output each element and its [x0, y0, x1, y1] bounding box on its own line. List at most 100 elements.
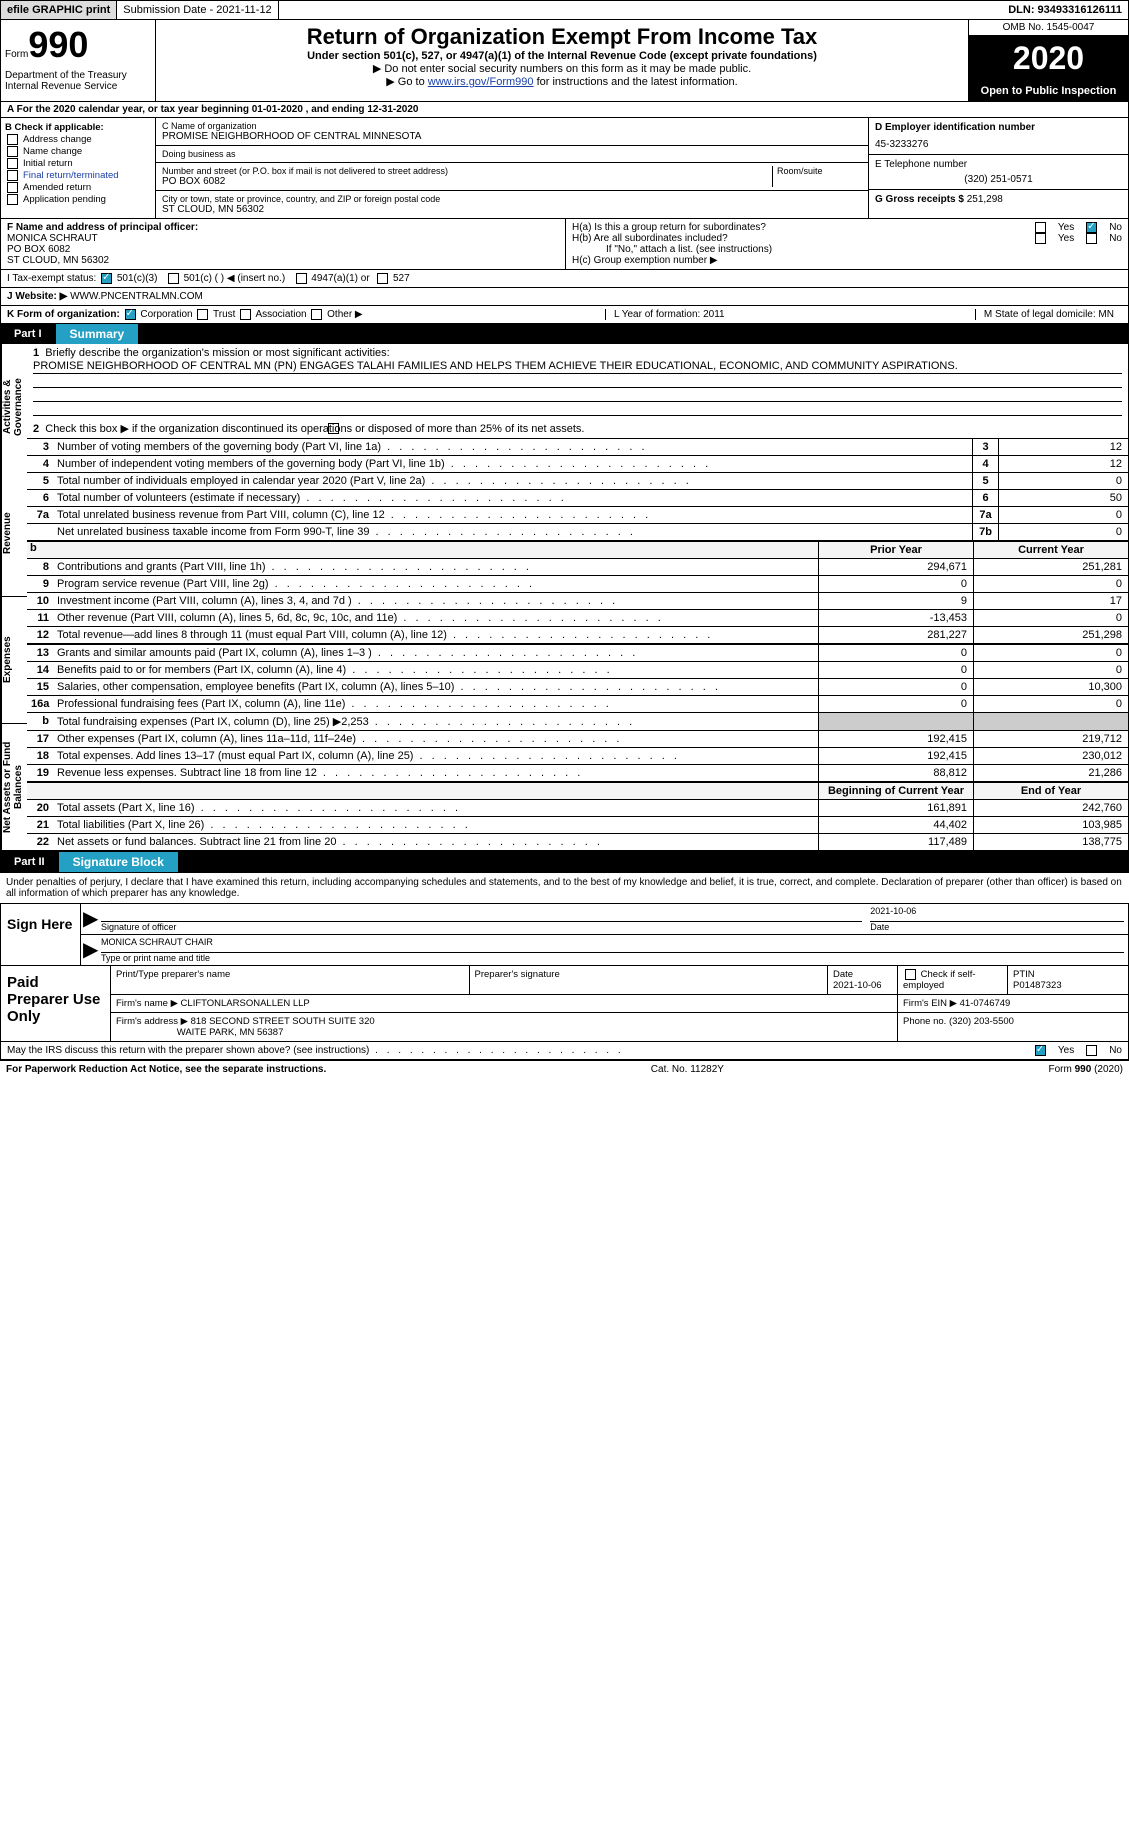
- ha-yes[interactable]: [1035, 222, 1046, 233]
- chk-address[interactable]: [7, 134, 18, 145]
- firm-addr-label: Firm's address ▶: [116, 1016, 188, 1027]
- lbl-initial: Initial return: [23, 158, 73, 169]
- ha-label: H(a) Is this a group return for subordin…: [572, 222, 766, 233]
- firm-name-label: Firm's name ▶: [116, 998, 178, 1009]
- opt-assoc: Association: [255, 309, 306, 320]
- table-row: 17Other expenses (Part IX, column (A), l…: [27, 731, 1128, 748]
- lbl-amended: Amended return: [23, 182, 91, 193]
- firm-phone: (320) 203-5500: [949, 1016, 1014, 1027]
- chk-501c3[interactable]: [101, 273, 112, 284]
- sign-here-block: Sign Here ▶ Signature of officer 2021-10…: [0, 903, 1129, 966]
- form-subtitle: Under section 501(c), 527, or 4947(a)(1)…: [160, 50, 964, 62]
- firm-phone-label: Phone no.: [903, 1016, 946, 1027]
- lbl-address: Address change: [23, 134, 92, 145]
- table-row: 12Total revenue—add lines 8 through 11 (…: [27, 627, 1128, 644]
- chk-other[interactable]: [311, 309, 322, 320]
- lbl-name: Name change: [23, 146, 82, 157]
- form-number: 990: [28, 24, 88, 65]
- row-j: J Website: ▶ WWW.PNCENTRALMN.COM: [0, 288, 1129, 306]
- chk-trust[interactable]: [197, 309, 208, 320]
- table-row: 13Grants and similar amounts paid (Part …: [27, 645, 1128, 662]
- table-row: 10Investment income (Part VIII, column (…: [27, 593, 1128, 610]
- hdr-prior: Prior Year: [818, 542, 973, 558]
- col-b-header: B Check if applicable:: [5, 122, 151, 133]
- opt-4947: 4947(a)(1) or: [311, 273, 369, 284]
- ptin: P01487323: [1013, 980, 1062, 991]
- gov-row: 5Total number of individuals employed in…: [27, 473, 1128, 490]
- form-word: Form: [5, 49, 28, 60]
- efile-print-button[interactable]: efile GRAPHIC print: [1, 1, 117, 19]
- chk-501c[interactable]: [168, 273, 179, 284]
- sig-name-label: Type or print name and title: [101, 953, 1124, 963]
- col-d: D Employer identification number 45-3233…: [868, 118, 1128, 218]
- hint-post: for instructions and the latest informat…: [534, 76, 738, 88]
- domicile: M State of legal domicile: MN: [975, 309, 1122, 320]
- chk-527[interactable]: [377, 273, 388, 284]
- ha-no[interactable]: [1086, 222, 1097, 233]
- arrow-icon: ▶: [81, 904, 97, 934]
- hdr-curr: Current Year: [973, 542, 1128, 558]
- chk-4947[interactable]: [296, 273, 307, 284]
- gov-row: 4Number of independent voting members of…: [27, 456, 1128, 473]
- sig-officer-label: Signature of officer: [101, 922, 862, 932]
- part-ii-title: Signature Block: [59, 852, 178, 872]
- chk-discontinued[interactable]: [328, 423, 339, 434]
- opt-527: 527: [393, 273, 410, 284]
- org-name: PROMISE NEIGHBORHOOD OF CENTRAL MINNESOT…: [162, 131, 862, 142]
- street: PO BOX 6082: [162, 176, 772, 187]
- top-bar: efile GRAPHIC print Submission Date - 20…: [0, 0, 1129, 20]
- officer-street: PO BOX 6082: [7, 244, 70, 255]
- vtab-expenses: Expenses: [1, 597, 27, 724]
- city-label: City or town, state or province, country…: [162, 194, 862, 204]
- hdr-end: End of Year: [973, 783, 1128, 799]
- tax-status-label: I Tax-exempt status:: [7, 273, 96, 284]
- chk-assoc[interactable]: [240, 309, 251, 320]
- discuss-no[interactable]: [1086, 1045, 1097, 1056]
- chk-initial[interactable]: [7, 158, 18, 169]
- vtab-net: Net Assets or Fund Balances: [1, 724, 27, 851]
- table-row: 15Salaries, other compensation, employee…: [27, 679, 1128, 696]
- room-label: Room/suite: [777, 166, 862, 176]
- chk-name[interactable]: [7, 146, 18, 157]
- col-b: B Check if applicable: Address change Na…: [1, 118, 156, 218]
- hb-yes[interactable]: [1035, 233, 1046, 244]
- officer-city: ST CLOUD, MN 56302: [7, 255, 109, 266]
- prep-date-label: Date: [833, 969, 853, 980]
- irs-link[interactable]: www.irs.gov/Form990: [428, 76, 534, 88]
- hb-label: H(b) Are all subordinates included?: [572, 233, 728, 244]
- dln: DLN: 93493316126111: [1002, 1, 1128, 19]
- vtab-revenue: Revenue: [1, 470, 27, 597]
- chk-final[interactable]: [7, 170, 18, 181]
- chk-amended[interactable]: [7, 182, 18, 193]
- firm-name: CLIFTONLARSONALLEN LLP: [181, 998, 310, 1009]
- page-footer: For Paperwork Reduction Act Notice, see …: [0, 1060, 1129, 1078]
- l1-label: Briefly describe the organization's miss…: [45, 347, 389, 359]
- footer-mid: Cat. No. 11282Y: [651, 1064, 724, 1075]
- chk-self-employed[interactable]: [905, 969, 916, 980]
- hdr-begin: Beginning of Current Year: [818, 783, 973, 799]
- discuss-yes[interactable]: [1035, 1045, 1046, 1056]
- table-row: 19Revenue less expenses. Subtract line 1…: [27, 765, 1128, 782]
- signature-intro: Under penalties of perjury, I declare th…: [0, 872, 1129, 903]
- chk-corp[interactable]: [125, 309, 136, 320]
- prep-date: 2021-10-06: [833, 980, 882, 991]
- group-return-block: H(a) Is this a group return for subordin…: [566, 219, 1128, 269]
- gov-row: 6Total number of volunteers (estimate if…: [27, 490, 1128, 507]
- form-header: Form990 Department of the Treasury Inter…: [0, 20, 1129, 102]
- discuss-label: May the IRS discuss this return with the…: [7, 1045, 624, 1056]
- table-row: 14Benefits paid to or for members (Part …: [27, 662, 1128, 679]
- sig-date: 2021-10-06: [870, 906, 1124, 922]
- table-row: 21Total liabilities (Part X, line 26)44,…: [27, 817, 1128, 834]
- opt-501c3: 501(c)(3): [117, 273, 158, 284]
- officer-label: F Name and address of principal officer:: [7, 222, 198, 233]
- mission-text: PROMISE NEIGHBORHOOD OF CENTRAL MN (PN) …: [33, 359, 1122, 374]
- firm-ein: 41-0746749: [960, 998, 1011, 1009]
- hb-no[interactable]: [1086, 233, 1097, 244]
- part-ii-header: Part II Signature Block: [0, 852, 1129, 872]
- sig-date-label: Date: [870, 922, 1124, 932]
- chk-pending[interactable]: [7, 194, 18, 205]
- col-c: C Name of organization PROMISE NEIGHBORH…: [156, 118, 868, 218]
- part-i-header: Part I Summary: [0, 324, 1129, 344]
- part-i-num: Part I: [0, 325, 56, 343]
- gov-row: Net unrelated business taxable income fr…: [27, 524, 1128, 541]
